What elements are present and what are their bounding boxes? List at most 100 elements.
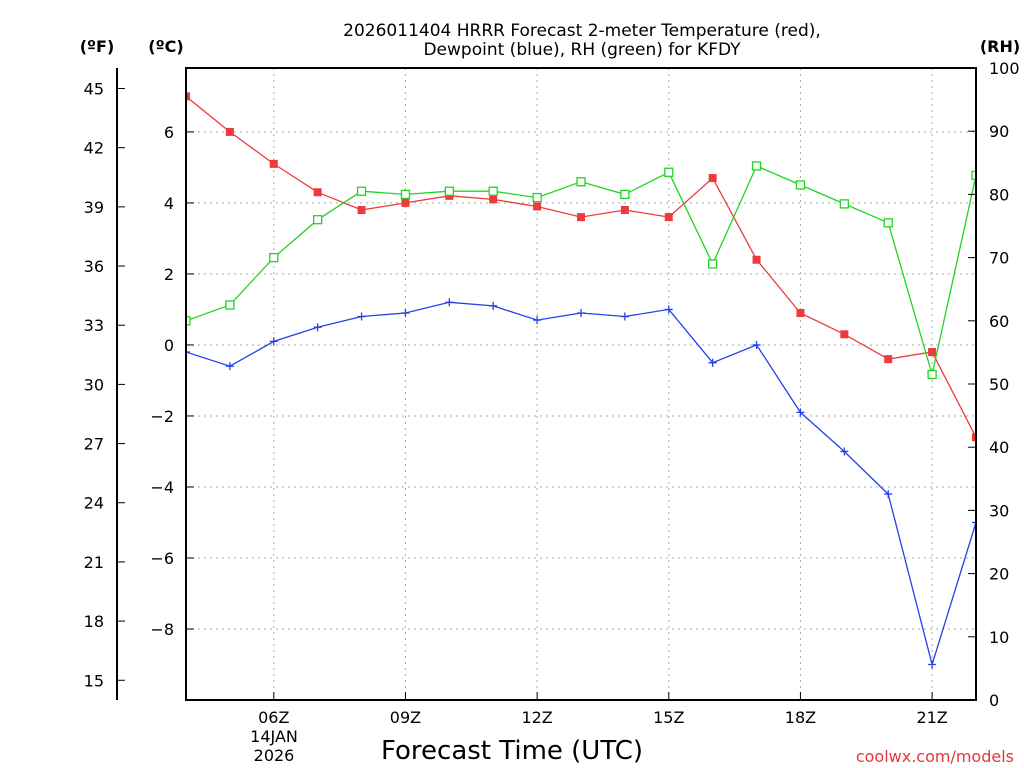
series-2 [186, 161, 976, 380]
rh-tick-label-1: 90 [989, 122, 1009, 141]
series-0-point-3 [313, 188, 322, 197]
x-tick-label-1: 09Z [390, 708, 421, 727]
celsius-unit-label: (ºC) [148, 37, 183, 56]
fahrenheit-tick-label-7: 24 [84, 494, 104, 513]
series-1-point-10 [620, 312, 629, 321]
fahrenheit-tick-label-3: 36 [84, 257, 104, 276]
series-1-point-18 [972, 518, 976, 527]
rh-tick-label-8: 20 [989, 565, 1009, 584]
series-1-point-13 [752, 340, 761, 349]
series-line-2 [186, 165, 976, 375]
rh-unit-label: (RH) [980, 37, 1020, 56]
x-axis-label: Forecast Time (UTC) [381, 736, 643, 766]
series-1 [186, 298, 976, 669]
celsius-tick-label-1: 4 [164, 194, 174, 213]
series-0-point-12 [708, 174, 717, 183]
fahrenheit-tick-label-5: 30 [84, 375, 104, 394]
fahrenheit-tick-label-10: 15 [84, 671, 104, 690]
series-2-point-3 [313, 215, 323, 225]
series-0-point-5 [401, 198, 410, 207]
series-2-point-8 [532, 192, 542, 203]
series-2-point-2 [269, 252, 279, 263]
rh-tick-label-5: 50 [989, 375, 1009, 394]
series-1-point-0 [186, 348, 190, 357]
series-1-point-12 [708, 358, 717, 367]
series-2-point-5 [400, 189, 411, 200]
series-1-point-5 [401, 308, 410, 317]
rh-tick-label-2: 80 [989, 185, 1009, 204]
series-0-point-13 [752, 255, 761, 264]
series-line-1 [186, 301, 976, 667]
series-0-point-11 [664, 213, 673, 222]
series-2-point-7 [488, 186, 498, 196]
celsius-tick-label-5: −4 [150, 478, 174, 497]
series-layer [186, 92, 976, 669]
fahrenheit-tick-label-9: 18 [84, 612, 104, 631]
grid-lines [186, 68, 976, 700]
series-0-point-8 [533, 202, 542, 211]
series-2-point-15 [839, 199, 849, 209]
series-1-point-17 [928, 660, 937, 669]
celsius-tick-label-2: 2 [164, 265, 174, 284]
x-tick-label-3: 15Z [653, 708, 684, 727]
series-0-point-14 [796, 308, 805, 317]
series-1-point-11 [664, 305, 673, 314]
series-2-point-14 [795, 180, 806, 190]
chart-title-line-2: Dewpoint (blue), RH (green) for KFDY [423, 40, 741, 60]
series-line-0 [186, 95, 976, 438]
series-1-point-8 [533, 316, 542, 325]
series-0-point-7 [489, 195, 498, 204]
rh-tick-label-0: 100 [989, 59, 1020, 78]
series-1-point-6 [445, 298, 454, 307]
celsius-tick-label-4: −2 [150, 407, 174, 426]
series-2-point-10 [620, 189, 630, 200]
series-1-point-15 [840, 447, 849, 456]
series-2-point-17 [927, 369, 937, 380]
celsius-tick-label-0: 6 [164, 123, 174, 142]
series-2-point-18 [971, 170, 976, 181]
series-0-point-18 [972, 433, 976, 442]
series-1-point-16 [884, 490, 893, 499]
series-2-point-0 [186, 316, 191, 326]
chart-title-line-1: 2026011404 HRRR Forecast 2-meter Tempera… [343, 21, 821, 41]
series-2-point-1 [225, 300, 235, 310]
source-credit: coolwx.com/models [856, 747, 1014, 766]
series-2-point-13 [751, 161, 762, 171]
series-1-point-2 [269, 337, 278, 346]
series-1-point-3 [313, 323, 322, 332]
series-1-point-7 [489, 301, 498, 310]
series-0-point-15 [840, 330, 849, 339]
series-0-point-17 [928, 348, 937, 357]
fahrenheit-unit-label: (ºF) [80, 37, 115, 56]
series-0 [186, 92, 976, 442]
series-0-point-10 [620, 206, 629, 215]
x-tick-label-4: 18Z [785, 708, 816, 727]
fahrenheit-tick-label-8: 21 [84, 553, 104, 572]
series-0-point-9 [577, 213, 585, 222]
fahrenheit-tick-label-6: 27 [84, 435, 104, 454]
series-1-point-9 [577, 308, 585, 317]
fahrenheit-tick-label-1: 42 [84, 139, 104, 158]
fahrenheit-tick-label-0: 45 [84, 80, 104, 99]
series-0-point-16 [884, 355, 893, 364]
series-2-point-11 [664, 167, 674, 177]
series-2-point-16 [883, 218, 893, 228]
rh-tick-label-7: 30 [989, 501, 1009, 520]
series-0-point-1 [225, 127, 234, 136]
x-tick-label-0: 06Z [258, 708, 289, 727]
series-0-point-0 [186, 92, 190, 101]
series-2-point-6 [444, 186, 454, 196]
series-1-point-14 [796, 408, 805, 417]
celsius-tick-label-6: −6 [150, 549, 174, 568]
date-label-year: 2026 [254, 746, 295, 765]
celsius-tick-label-3: 0 [164, 336, 174, 355]
date-label-day: 14JAN [250, 727, 298, 746]
celsius-tick-label-7: −8 [150, 620, 174, 639]
plot-frame [185, 67, 977, 701]
x-tick-label-5: 21Z [916, 708, 947, 727]
rh-tick-label-4: 60 [989, 312, 1009, 331]
rh-tick-label-9: 10 [989, 628, 1009, 647]
series-1-point-4 [357, 312, 366, 321]
